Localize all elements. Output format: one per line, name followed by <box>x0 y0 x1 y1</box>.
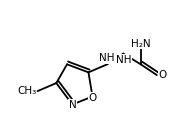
Text: NH: NH <box>116 55 131 65</box>
Text: N: N <box>69 100 76 109</box>
Text: H₂N: H₂N <box>131 39 151 49</box>
Text: NH: NH <box>99 53 115 63</box>
Text: O: O <box>88 93 97 103</box>
Text: O: O <box>158 70 166 80</box>
Text: CH₃: CH₃ <box>17 86 36 96</box>
